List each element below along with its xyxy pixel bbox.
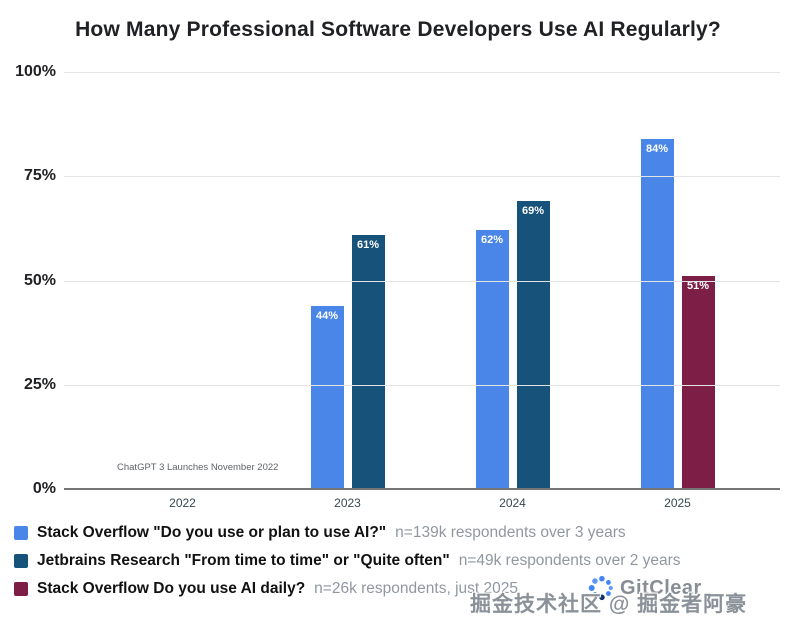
plot-area: 44% 61% 62% 69% 84% 51% ChatGPT 3 Launches No… — [64, 72, 780, 490]
bar-2023-series0: 44% — [310, 305, 344, 489]
bar-2025-series2: 51% — [681, 276, 715, 489]
y-tick-label: 100% — [15, 63, 56, 80]
bar-value-label: 61% — [356, 238, 380, 251]
gridline — [64, 176, 780, 178]
bar-2024-series1: 69% — [516, 201, 550, 489]
bar-value-label: 62% — [480, 234, 504, 247]
gitclear-wordmark: GitClear — [620, 576, 702, 599]
y-tick-label: 50% — [23, 271, 56, 289]
y-axis: 100% 75% 50% 25% 0% — [0, 63, 56, 497]
x-tick-2024: 2024 — [499, 496, 526, 510]
legend-label: Jetbrains Research "From time to time" o… — [37, 551, 450, 569]
gridline — [64, 72, 780, 73]
bar-value-label: 44% — [315, 309, 339, 322]
legend-note: n=139k respondents over 3 years — [395, 523, 626, 541]
bar-value-label: 69% — [521, 205, 545, 218]
x-tick-2023: 2023 — [334, 496, 361, 510]
gitclear-dots-icon — [588, 575, 613, 601]
gitclear-logo: GitClear — [588, 575, 702, 601]
legend-row-stackoverflow-plan: Stack Overflow "Do you use or plan to us… — [14, 522, 681, 543]
x-tick-2022: 2022 — [169, 496, 196, 510]
y-tick-label: 25% — [23, 375, 56, 393]
bar-2023-series1: 61% — [351, 234, 385, 489]
legend-note: n=26k respondents, just 2025 — [314, 579, 518, 597]
bar-2024-series0: 62% — [475, 230, 509, 489]
legend-swatch — [14, 525, 28, 540]
legend-label: Stack Overflow Do you use AI daily? — [37, 579, 306, 597]
gridline — [64, 384, 780, 386]
legend-note: n=49k respondents over 2 years — [458, 551, 681, 569]
legend-swatch — [14, 581, 28, 596]
watermark: GitClear 掘金技术社区 @ 掘金者阿豪 — [470, 566, 796, 630]
y-tick-label: 0% — [32, 480, 56, 497]
chart-annotation: ChatGPT 3 Launches November 2022 — [117, 462, 279, 473]
x-axis-line — [64, 488, 780, 490]
x-tick-2025: 2025 — [664, 496, 691, 510]
legend-row-jetbrains: Jetbrains Research "From time to time" o… — [14, 550, 681, 571]
legend-swatch — [14, 553, 28, 568]
legend-row-stackoverflow-daily: Stack Overflow Do you use AI daily? n=26… — [14, 578, 681, 599]
x-axis: 2022 2023 2024 2025 — [100, 496, 760, 510]
bar-2025-series0: 84% — [640, 138, 674, 489]
legend: Stack Overflow "Do you use or plan to us… — [14, 522, 681, 599]
gridline — [64, 280, 780, 282]
watermark-text: 掘金技术社区 @ 掘金者阿豪 — [470, 593, 748, 616]
y-tick-label: 75% — [23, 167, 56, 185]
bar-value-label: 51% — [686, 280, 710, 293]
legend-label: Stack Overflow "Do you use or plan to us… — [37, 523, 387, 541]
bar-value-label: 84% — [645, 142, 669, 155]
chart-title: How Many Professional Software Developer… — [75, 18, 721, 41]
bars-layer: 44% 61% 62% 69% 84% 51% — [100, 72, 760, 489]
